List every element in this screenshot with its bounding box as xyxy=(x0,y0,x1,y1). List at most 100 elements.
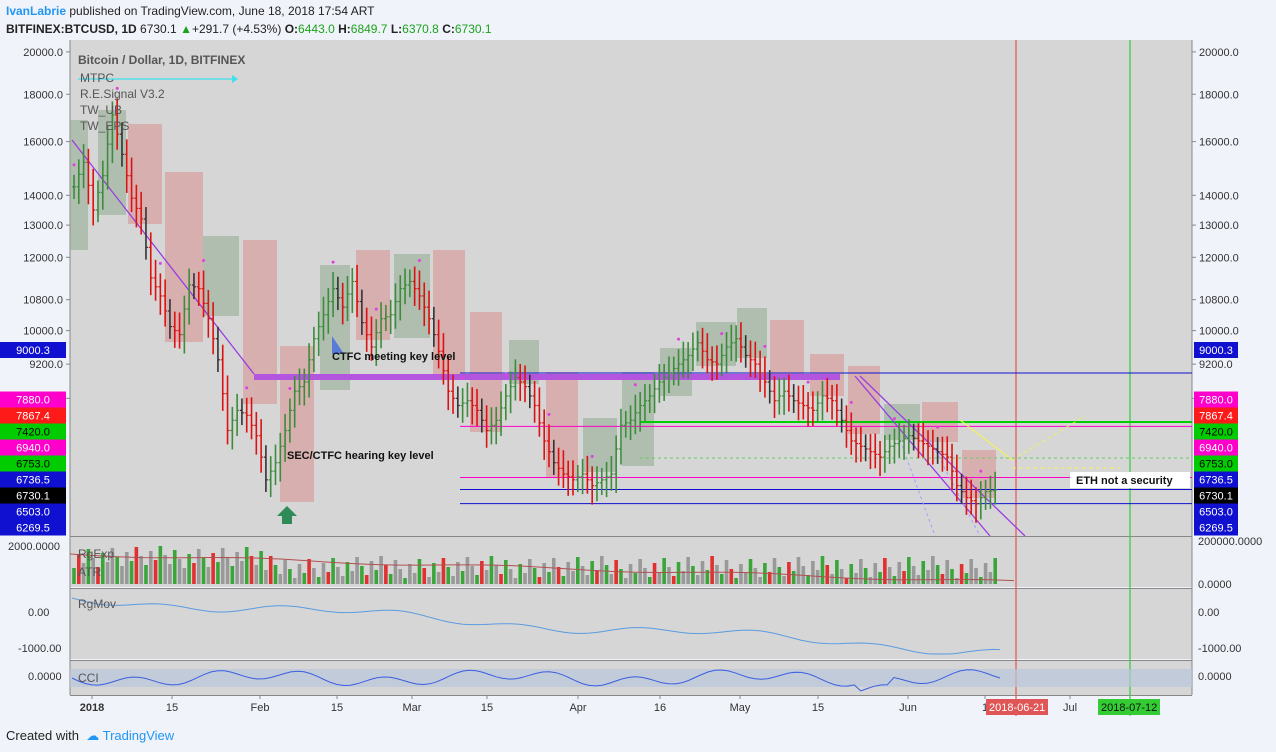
volume-bar xyxy=(96,567,100,584)
volume-bar xyxy=(350,571,355,584)
volume-bar xyxy=(379,556,383,584)
volume-bar xyxy=(489,556,494,584)
close-value: 6730.1 xyxy=(454,22,492,36)
yellow-projection-up xyxy=(1011,415,1086,461)
annotation-ctfc-meeting: CTFC meeting key level xyxy=(332,351,456,363)
blue-triangle-icon xyxy=(332,336,344,354)
level-label-left: 7880.0 xyxy=(16,395,50,407)
y-tick-label-right: 16000.0 xyxy=(1199,137,1239,149)
rgmov-line xyxy=(71,597,1001,655)
author-name[interactable]: IvanLabrie xyxy=(6,4,67,18)
volume-bar xyxy=(839,569,844,584)
volume-bar xyxy=(201,558,206,584)
x-tick-label: Apr xyxy=(569,702,586,714)
buy-arrow-icon xyxy=(277,506,297,524)
x-tick-label: 15 xyxy=(166,702,178,714)
volume-bar xyxy=(134,547,139,584)
footer: Created with ☁ TradingView xyxy=(0,720,1276,752)
volume-bar xyxy=(244,547,249,584)
volume-bar xyxy=(628,564,633,584)
legend-indicator-2[interactable]: R.E.Signal V3.2 xyxy=(80,87,165,101)
rgexp-right-tick-1: 200000.0000 xyxy=(1198,536,1262,548)
volume-bar xyxy=(76,554,81,584)
volume-bar xyxy=(590,561,594,584)
volume-bar xyxy=(297,564,302,584)
volume-bar xyxy=(667,567,671,584)
volume-bar xyxy=(542,563,546,584)
level-label-left: 6730.1 xyxy=(16,491,50,503)
volume-bar xyxy=(791,571,796,584)
volume-bar xyxy=(177,559,182,584)
volume-bar xyxy=(326,572,331,584)
volume-bar xyxy=(647,577,652,584)
level-label-right: 7867.4 xyxy=(1199,411,1233,423)
high-label: H: xyxy=(338,22,351,36)
volume-bar xyxy=(911,566,916,584)
legend-indicator-1[interactable]: MTPC xyxy=(80,71,114,85)
created-with: Created with ☁ TradingView xyxy=(6,728,174,744)
volume-bar xyxy=(336,567,340,584)
volume-bar xyxy=(643,568,647,584)
tradingview-brand[interactable]: TradingView xyxy=(102,728,175,743)
volume-bar xyxy=(465,557,470,584)
volume-bar xyxy=(571,571,575,584)
level-badge-right xyxy=(1194,407,1238,424)
volume-bar xyxy=(480,561,484,584)
volume-bar xyxy=(907,557,911,584)
volume-bar xyxy=(811,561,815,584)
volume-bar xyxy=(662,558,666,584)
level-label-right: 6503.0 xyxy=(1199,507,1233,519)
y-tick-label-left: 14000.0 xyxy=(23,190,63,202)
level-badge-right xyxy=(1194,487,1238,504)
volume-bar xyxy=(878,572,882,584)
volume-bar xyxy=(844,578,849,584)
y-tick-label-right: 10800.0 xyxy=(1199,295,1239,307)
volume-bar xyxy=(964,573,969,584)
volume-bar xyxy=(196,549,201,584)
volume-bar xyxy=(619,569,623,584)
y-tick-label-right: 14000.0 xyxy=(1199,190,1239,202)
volume-bar xyxy=(926,570,930,584)
signal-dot xyxy=(202,259,206,263)
legend-indicator-3[interactable]: TW_UB xyxy=(80,103,122,117)
y-tick-label-right: 12000.0 xyxy=(1199,252,1239,264)
volume-bar xyxy=(772,558,777,584)
volume-bar xyxy=(561,576,566,584)
volume-bar xyxy=(652,563,657,584)
level-label-left: 6269.5 xyxy=(16,523,50,535)
level-label-left: 6753.0 xyxy=(16,459,50,471)
rgmov-label: RgMov xyxy=(78,597,116,611)
publish-line: IvanLabrie published on TradingView.com,… xyxy=(6,4,374,18)
volume-bar xyxy=(384,565,388,584)
y-tick-label-left: 9200.0 xyxy=(29,359,63,371)
volume-bar xyxy=(302,573,307,584)
volume-bar xyxy=(81,563,86,584)
dashed-line-1 xyxy=(899,439,936,537)
level-badge-left xyxy=(0,503,66,520)
volume-bar xyxy=(307,559,311,584)
x-tick-label: 15 xyxy=(331,702,343,714)
x-axis[interactable]: 2018 15 Feb 15 Mar 15 Apr 16 May 15 Jun 1 Jul xyxy=(80,695,1077,714)
volume-bar xyxy=(144,565,148,584)
annotation-eth-bg xyxy=(1070,472,1190,488)
cci-left-tick: 0.0000 xyxy=(28,671,62,683)
level-label-left: 6736.5 xyxy=(16,475,50,487)
rgmov-right-tick-1: 0.00 xyxy=(1198,607,1219,619)
volume-bar xyxy=(681,571,686,584)
signal-dot xyxy=(504,372,508,376)
volume-bar xyxy=(475,575,479,584)
price-chart[interactable]: Bitcoin / Dollar, 1D, BITFINEX MTPC R.E.… xyxy=(0,40,1276,720)
volume-bar xyxy=(551,558,556,584)
level-badge-right xyxy=(1194,455,1238,472)
level-badge-left xyxy=(0,342,66,358)
atr-line xyxy=(69,553,1015,582)
level-badge-left xyxy=(0,407,66,424)
tradingview-logo-icon[interactable]: ☁ xyxy=(82,728,100,743)
level-badge-left xyxy=(0,519,66,536)
volume-bar xyxy=(499,574,503,584)
volume-bar xyxy=(796,557,801,584)
legend-indicator-4[interactable]: TW_EPS xyxy=(80,119,129,133)
volume-bar xyxy=(767,572,772,584)
volume-bar xyxy=(547,572,551,584)
volume-bar xyxy=(163,555,167,584)
